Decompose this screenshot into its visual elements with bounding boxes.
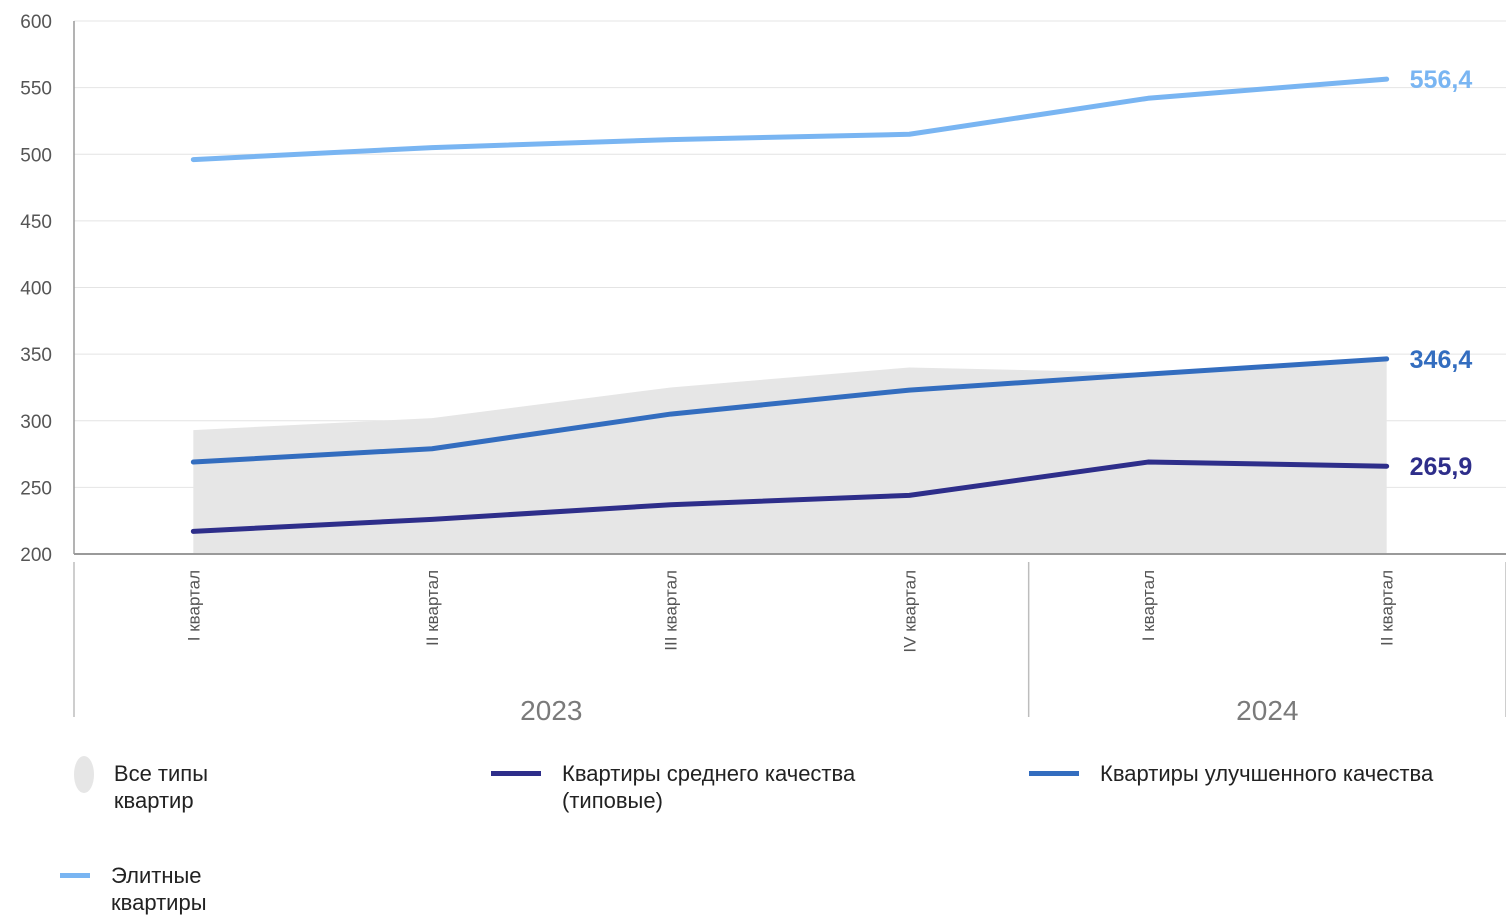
legend-label: Квартиры среднего качества (типовые) <box>562 760 942 814</box>
y-tick-label: 600 <box>20 12 52 33</box>
legend-swatch-line-icon <box>60 873 90 878</box>
x-tick-label: IV квартал <box>900 570 919 653</box>
y-tick-label: 400 <box>20 279 52 300</box>
legend-item-improved: Квартиры улучшенного качества <box>1029 760 1433 787</box>
legend-item-standard: Квартиры среднего качества (типовые) <box>491 760 942 814</box>
x-tick-label: II квартал <box>1378 570 1397 646</box>
data-label: 556,4 <box>1410 66 1473 94</box>
line-series <box>193 79 1386 159</box>
y-tick-label: 200 <box>20 545 52 566</box>
legend-label: Все типы квартир <box>114 760 211 814</box>
y-tick-label: 450 <box>20 212 52 233</box>
data-label: 346,4 <box>1410 346 1473 374</box>
x-tick-label: II квартал <box>423 570 442 646</box>
y-tick-label: 500 <box>20 145 52 166</box>
line-chart: 200 250 300 350 400 450 500 550 600 265,9 346,4 556… <box>0 0 1506 887</box>
y-tick-label: 250 <box>20 478 52 499</box>
x-tick-label: I квартал <box>1139 570 1158 641</box>
y-tick-label: 350 <box>20 345 52 366</box>
year-group-label: 2023 <box>520 695 582 726</box>
data-label: 265,9 <box>1410 453 1473 481</box>
legend-label: Элитные квартиры <box>111 862 226 916</box>
legend-label: Квартиры улучшенного качества <box>1100 760 1433 787</box>
legend-swatch-line-icon <box>1029 771 1079 776</box>
y-tick-label: 550 <box>20 79 52 100</box>
x-tick-label: I квартал <box>184 570 203 641</box>
year-group-label: 2024 <box>1236 695 1298 726</box>
x-tick-label: III квартал <box>662 570 681 651</box>
legend-swatch-circle-icon <box>74 756 94 793</box>
legend-item-all-types: Все типы квартир <box>74 760 211 814</box>
y-tick-label: 300 <box>20 412 52 433</box>
legend-item-elite: Элитные квартиры <box>60 862 226 916</box>
legend-swatch-line-icon <box>491 771 541 776</box>
